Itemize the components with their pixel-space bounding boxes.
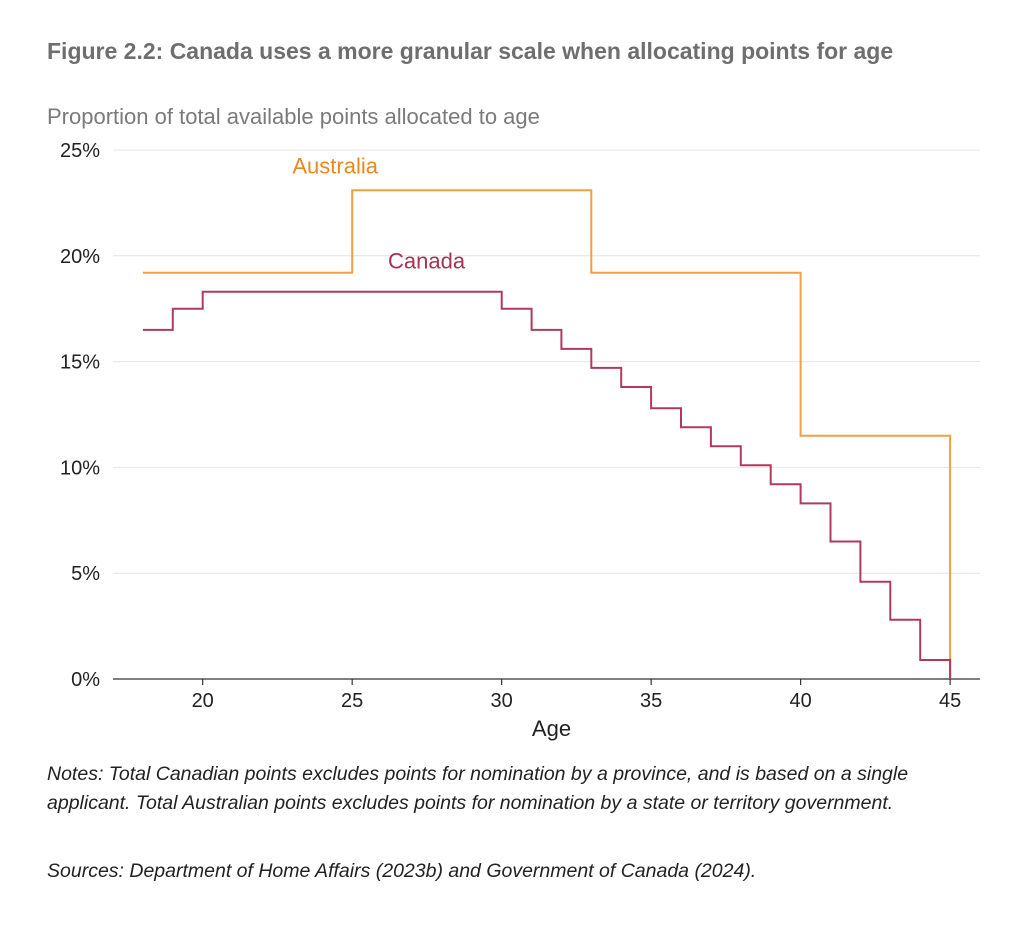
- x-axis-label: Age: [532, 716, 571, 741]
- step-line-chart: 0% 5% 10% 15% 20% 25% 20 25 30 35 40 45 Australia C…: [60, 140, 980, 741]
- chart-sources: Sources: Department of Home Affairs (202…: [47, 860, 757, 882]
- series-label-canada: Canada: [388, 248, 466, 273]
- chart-notes: Notes: Total Canadian points excludes po…: [47, 763, 909, 814]
- x-tick-label: 35: [640, 690, 662, 712]
- series-lines: [142, 189, 952, 679]
- chart-subtitle: Proportion of total available points all…: [47, 104, 540, 129]
- series-label-australia: Australia: [292, 153, 378, 178]
- y-tick-label: 25%: [60, 140, 100, 162]
- x-tick-label: 40: [789, 690, 811, 712]
- y-tick-label: 15%: [60, 352, 100, 374]
- x-tick-label: 30: [491, 690, 513, 712]
- y-tick-label: 0%: [71, 669, 100, 691]
- x-tick-label: 20: [192, 690, 214, 712]
- y-axis-ticks: 0% 5% 10% 15% 20% 25%: [60, 140, 100, 691]
- chart-title: Figure 2.2: Canada uses a more granular …: [47, 38, 894, 64]
- series-line-australia: [142, 189, 952, 679]
- series-line-canada: [142, 290, 952, 679]
- y-tick-label: 20%: [60, 246, 100, 268]
- y-tick-label: 10%: [60, 457, 100, 479]
- gridlines: [113, 149, 980, 574]
- y-tick-label: 5%: [71, 563, 100, 585]
- series-labels: Australia Canada: [292, 153, 465, 273]
- x-axis: 20 25 30 35 40 45: [113, 678, 980, 712]
- x-tick-label: 45: [939, 690, 961, 712]
- x-tick-label: 25: [341, 690, 363, 712]
